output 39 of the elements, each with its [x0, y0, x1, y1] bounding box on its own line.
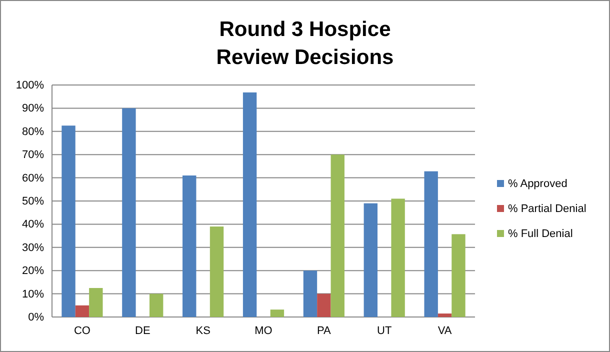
bar	[452, 234, 466, 317]
bar	[89, 288, 103, 317]
bar	[75, 305, 90, 317]
bar	[270, 310, 284, 317]
y-tick-label: 0%	[28, 312, 44, 324]
y-tick-label: 60%	[22, 172, 44, 184]
bar	[242, 92, 257, 317]
x-tick-label: KS	[196, 324, 210, 337]
x-tick-label: VA	[438, 324, 452, 337]
y-tick-label: 80%	[22, 126, 44, 138]
y-tick-label: 20%	[22, 265, 44, 278]
x-tick-label: CO	[74, 324, 91, 337]
bar	[391, 198, 405, 317]
legend-label: % Approved	[508, 178, 568, 190]
bar	[62, 126, 76, 317]
bar	[149, 294, 164, 317]
y-tick-label: 100%	[16, 80, 44, 92]
x-tick-label: DE	[135, 324, 150, 337]
x-tick-label: PA	[317, 324, 332, 337]
bar	[303, 270, 318, 317]
y-tick-label: 50%	[22, 196, 44, 208]
bar	[424, 171, 438, 317]
legend-label: % Full Denial	[508, 228, 573, 240]
y-tick-label: 10%	[22, 288, 44, 300]
y-tick-label: 30%	[22, 242, 44, 254]
bar	[317, 294, 331, 317]
bar	[182, 175, 196, 317]
x-tick-label: MO	[254, 324, 273, 337]
bar	[438, 314, 452, 317]
x-tick-label: UT	[377, 324, 392, 337]
y-tick-label: 70%	[22, 149, 44, 162]
legend-label: % Partial Denial	[508, 203, 586, 215]
bar	[330, 154, 344, 317]
bar	[122, 108, 136, 317]
bar	[364, 203, 378, 317]
y-tick-label: 40%	[22, 218, 44, 231]
chart-title: Round 3 Hospice Review Decisions	[216, 18, 394, 69]
y-tick-label: 90%	[22, 102, 44, 115]
bar	[210, 226, 224, 317]
